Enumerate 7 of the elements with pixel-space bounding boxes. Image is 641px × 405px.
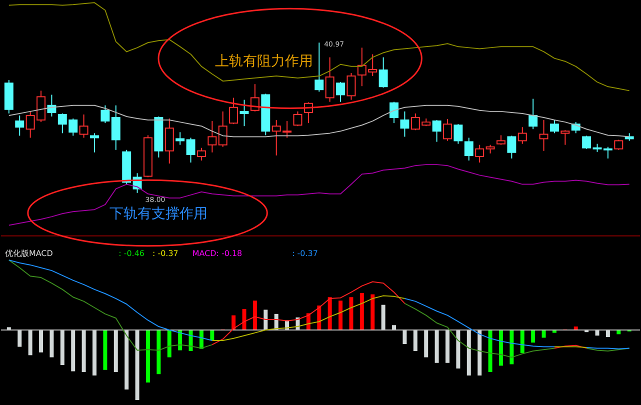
text: : -0.37 [152, 248, 178, 258]
text: MACD: -0.18 [192, 248, 242, 258]
text: : -0.37 [292, 248, 318, 258]
annotation: 下轨有支撑作用 [110, 206, 208, 222]
annotation: 上轨有阻力作用 [215, 53, 314, 70]
chart-title: 优化版MACD [4, 248, 53, 258]
text: : -0.46 [118, 248, 144, 258]
